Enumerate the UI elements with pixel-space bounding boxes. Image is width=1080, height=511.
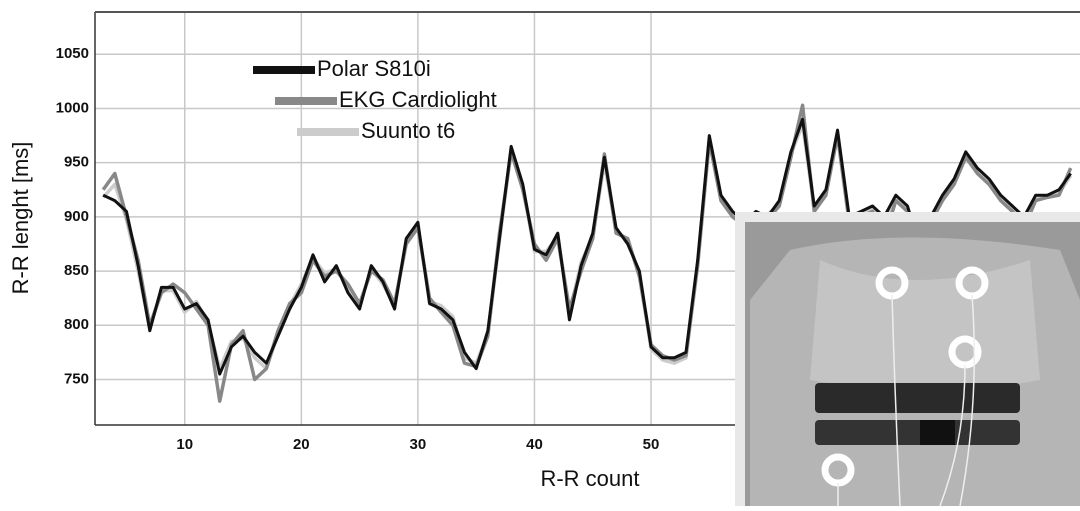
y-axis-title: R-R lenght [ms] (8, 142, 33, 295)
x-tick-label: 20 (293, 436, 310, 453)
x-tick-label: 30 (410, 436, 427, 453)
x-axis-title: R-R count (540, 466, 639, 491)
y-tick-label: 1050 (56, 45, 89, 62)
y-tick-label: 900 (64, 208, 89, 225)
y-tick-label: 800 (64, 316, 89, 333)
legend-label: Polar S810i (317, 56, 431, 81)
ticks: 750 800 850 900 950 1000 1050 10 20 30 40 50 (56, 45, 660, 453)
legend-label: EKG Cardiolight (339, 87, 497, 112)
y-tick-label: 950 (64, 154, 89, 171)
x-tick-label: 50 (643, 436, 660, 453)
x-tick-label: 40 (526, 436, 543, 453)
y-tick-label: 1000 (56, 99, 89, 116)
grid (95, 12, 1080, 425)
legend-label: Suunto t6 (361, 118, 455, 143)
y-tick-label: 850 (64, 262, 89, 279)
legend: Polar S810i EKG Cardiolight Suunto t6 (253, 56, 497, 143)
photo (735, 212, 1080, 507)
x-tick-label: 10 (176, 436, 193, 453)
y-tick-label: 750 (64, 370, 89, 387)
